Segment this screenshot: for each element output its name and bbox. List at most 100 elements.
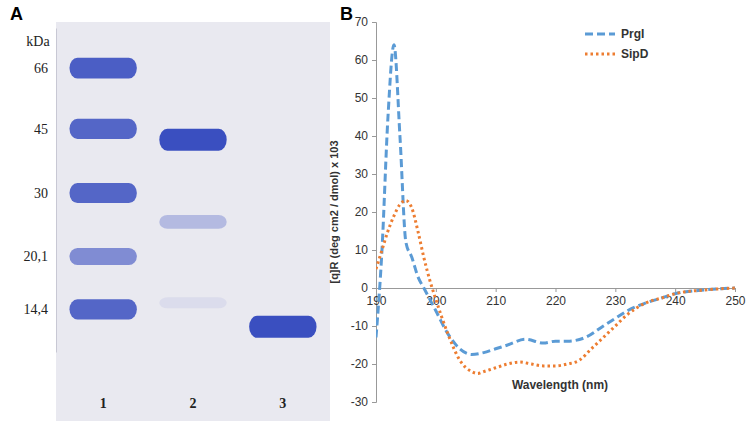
tick-mark bbox=[675, 288, 676, 292]
legend-swatch bbox=[585, 33, 615, 36]
tick-label: 1 bbox=[100, 396, 107, 411]
tick: 200 bbox=[426, 288, 446, 308]
bands bbox=[69, 58, 316, 338]
tick: 14,4 bbox=[24, 302, 57, 317]
tick-mark bbox=[372, 60, 376, 61]
x-axis-line bbox=[57, 392, 331, 393]
band bbox=[69, 58, 136, 79]
tick: 70 bbox=[355, 15, 376, 29]
tick-label: 14,4 bbox=[24, 302, 49, 317]
band bbox=[69, 299, 136, 319]
tick-label: 40 bbox=[355, 129, 369, 143]
tick-label: 10 bbox=[355, 243, 369, 257]
tick: 45 bbox=[34, 122, 56, 137]
legend-item: SipD bbox=[585, 47, 649, 61]
gel-panel: A 66 45 30 20,1 14,4 kDa 1 2 3 bbox=[10, 4, 331, 421]
tick-mark bbox=[372, 250, 376, 251]
tick: -10 bbox=[351, 319, 376, 333]
tick-label: 190 bbox=[366, 294, 386, 308]
line-panel: B-30-20-10010203040506070190200210220230… bbox=[328, 4, 746, 409]
legend: PrgI SipD bbox=[585, 27, 649, 61]
tick-mark bbox=[436, 288, 437, 292]
tick-label: 20 bbox=[355, 205, 369, 219]
tick-label: 2 bbox=[190, 396, 197, 411]
tick-label: 230 bbox=[606, 294, 626, 308]
band bbox=[159, 215, 226, 229]
tick: 230 bbox=[606, 288, 626, 308]
band bbox=[69, 248, 136, 265]
tick-mark bbox=[372, 136, 376, 137]
tick-label: -30 bbox=[351, 395, 369, 409]
tick: 190 bbox=[366, 288, 386, 308]
band bbox=[159, 129, 226, 151]
tick-label: -10 bbox=[351, 319, 369, 333]
panel-label: A bbox=[10, 4, 23, 24]
series-line bbox=[376, 45, 735, 355]
series-line bbox=[376, 201, 735, 374]
tick-label: 50 bbox=[355, 91, 369, 105]
x-axis: 1 2 3 bbox=[57, 392, 331, 411]
tick: -20 bbox=[351, 357, 376, 371]
tick: 3 bbox=[279, 392, 286, 411]
tick-mark bbox=[372, 174, 376, 175]
y-axis: 66 45 30 20,1 14,4 bbox=[24, 29, 57, 353]
tick-mark bbox=[496, 288, 497, 292]
band bbox=[249, 316, 316, 338]
tick-label: 70 bbox=[355, 15, 369, 29]
axis-title: Wavelength (nm) bbox=[512, 378, 608, 392]
band bbox=[69, 119, 136, 139]
tick-mark bbox=[735, 288, 736, 292]
y-axis: -30-20-10010203040506070 bbox=[351, 15, 377, 409]
tick-label: 250 bbox=[725, 294, 745, 308]
legend-label: PrgI bbox=[621, 27, 644, 41]
tick: 30 bbox=[355, 167, 376, 181]
tick-mark bbox=[372, 326, 376, 327]
tick: 20 bbox=[355, 205, 376, 219]
axis-title: kDa bbox=[26, 34, 50, 49]
tick-label: 210 bbox=[486, 294, 506, 308]
tick-label: 45 bbox=[34, 122, 48, 137]
tick: 66 bbox=[34, 61, 56, 76]
tick-label: 60 bbox=[355, 53, 369, 67]
gel-background bbox=[56, 22, 330, 421]
legend-item: PrgI bbox=[585, 27, 644, 41]
tick-mark bbox=[556, 288, 557, 292]
tick: 40 bbox=[355, 129, 376, 143]
band bbox=[159, 297, 226, 308]
y-axis-line bbox=[372, 23, 377, 403]
tick-mark bbox=[372, 212, 376, 213]
tick-label: 220 bbox=[546, 294, 566, 308]
figure: A66453020,114,4kDa123B-30-20-10010203040… bbox=[0, 0, 750, 421]
tick-label: 30 bbox=[355, 167, 369, 181]
band bbox=[69, 183, 136, 203]
tick: -30 bbox=[351, 395, 376, 409]
tick-label: 66 bbox=[34, 61, 48, 76]
legend-label: SipD bbox=[621, 47, 649, 61]
tick: 30 bbox=[34, 186, 56, 201]
tick-label: -20 bbox=[351, 357, 369, 371]
x-axis-line bbox=[377, 289, 736, 293]
tick-mark bbox=[372, 98, 376, 99]
tick-label: 20,1 bbox=[24, 249, 49, 264]
tick: 10 bbox=[355, 243, 376, 257]
legend-swatch bbox=[585, 53, 615, 56]
tick-mark bbox=[372, 364, 376, 365]
panel-label: B bbox=[340, 4, 353, 24]
tick: 210 bbox=[486, 288, 506, 308]
tick: 220 bbox=[546, 288, 566, 308]
tick-mark bbox=[376, 288, 377, 292]
tick-mark bbox=[615, 288, 616, 292]
tick: 1 bbox=[100, 392, 107, 411]
tick: 50 bbox=[355, 91, 376, 105]
tick: 2 bbox=[190, 392, 197, 411]
tick: 60 bbox=[355, 53, 376, 67]
axis-title: [q]R (deg cm2 / dmol) x 103 bbox=[328, 140, 340, 283]
tick-mark bbox=[372, 402, 376, 403]
tick: 20,1 bbox=[24, 249, 57, 264]
tick-mark bbox=[372, 288, 376, 289]
tick-mark bbox=[372, 22, 376, 23]
y-axis-line bbox=[56, 29, 57, 353]
tick: 250 bbox=[725, 288, 745, 308]
tick-label: 30 bbox=[34, 186, 48, 201]
tick-label: 3 bbox=[279, 396, 286, 411]
